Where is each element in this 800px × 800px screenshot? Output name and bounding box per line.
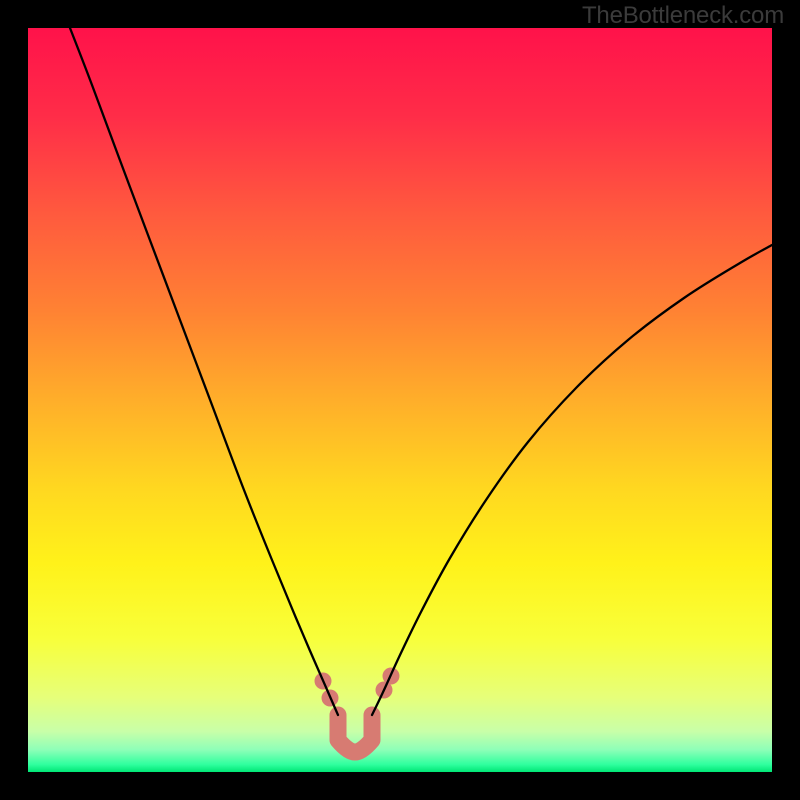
watermark-text: TheBottleneck.com: [582, 2, 784, 30]
chart-root: TheBottleneck.com: [0, 0, 800, 800]
gradient-background: [28, 28, 772, 772]
